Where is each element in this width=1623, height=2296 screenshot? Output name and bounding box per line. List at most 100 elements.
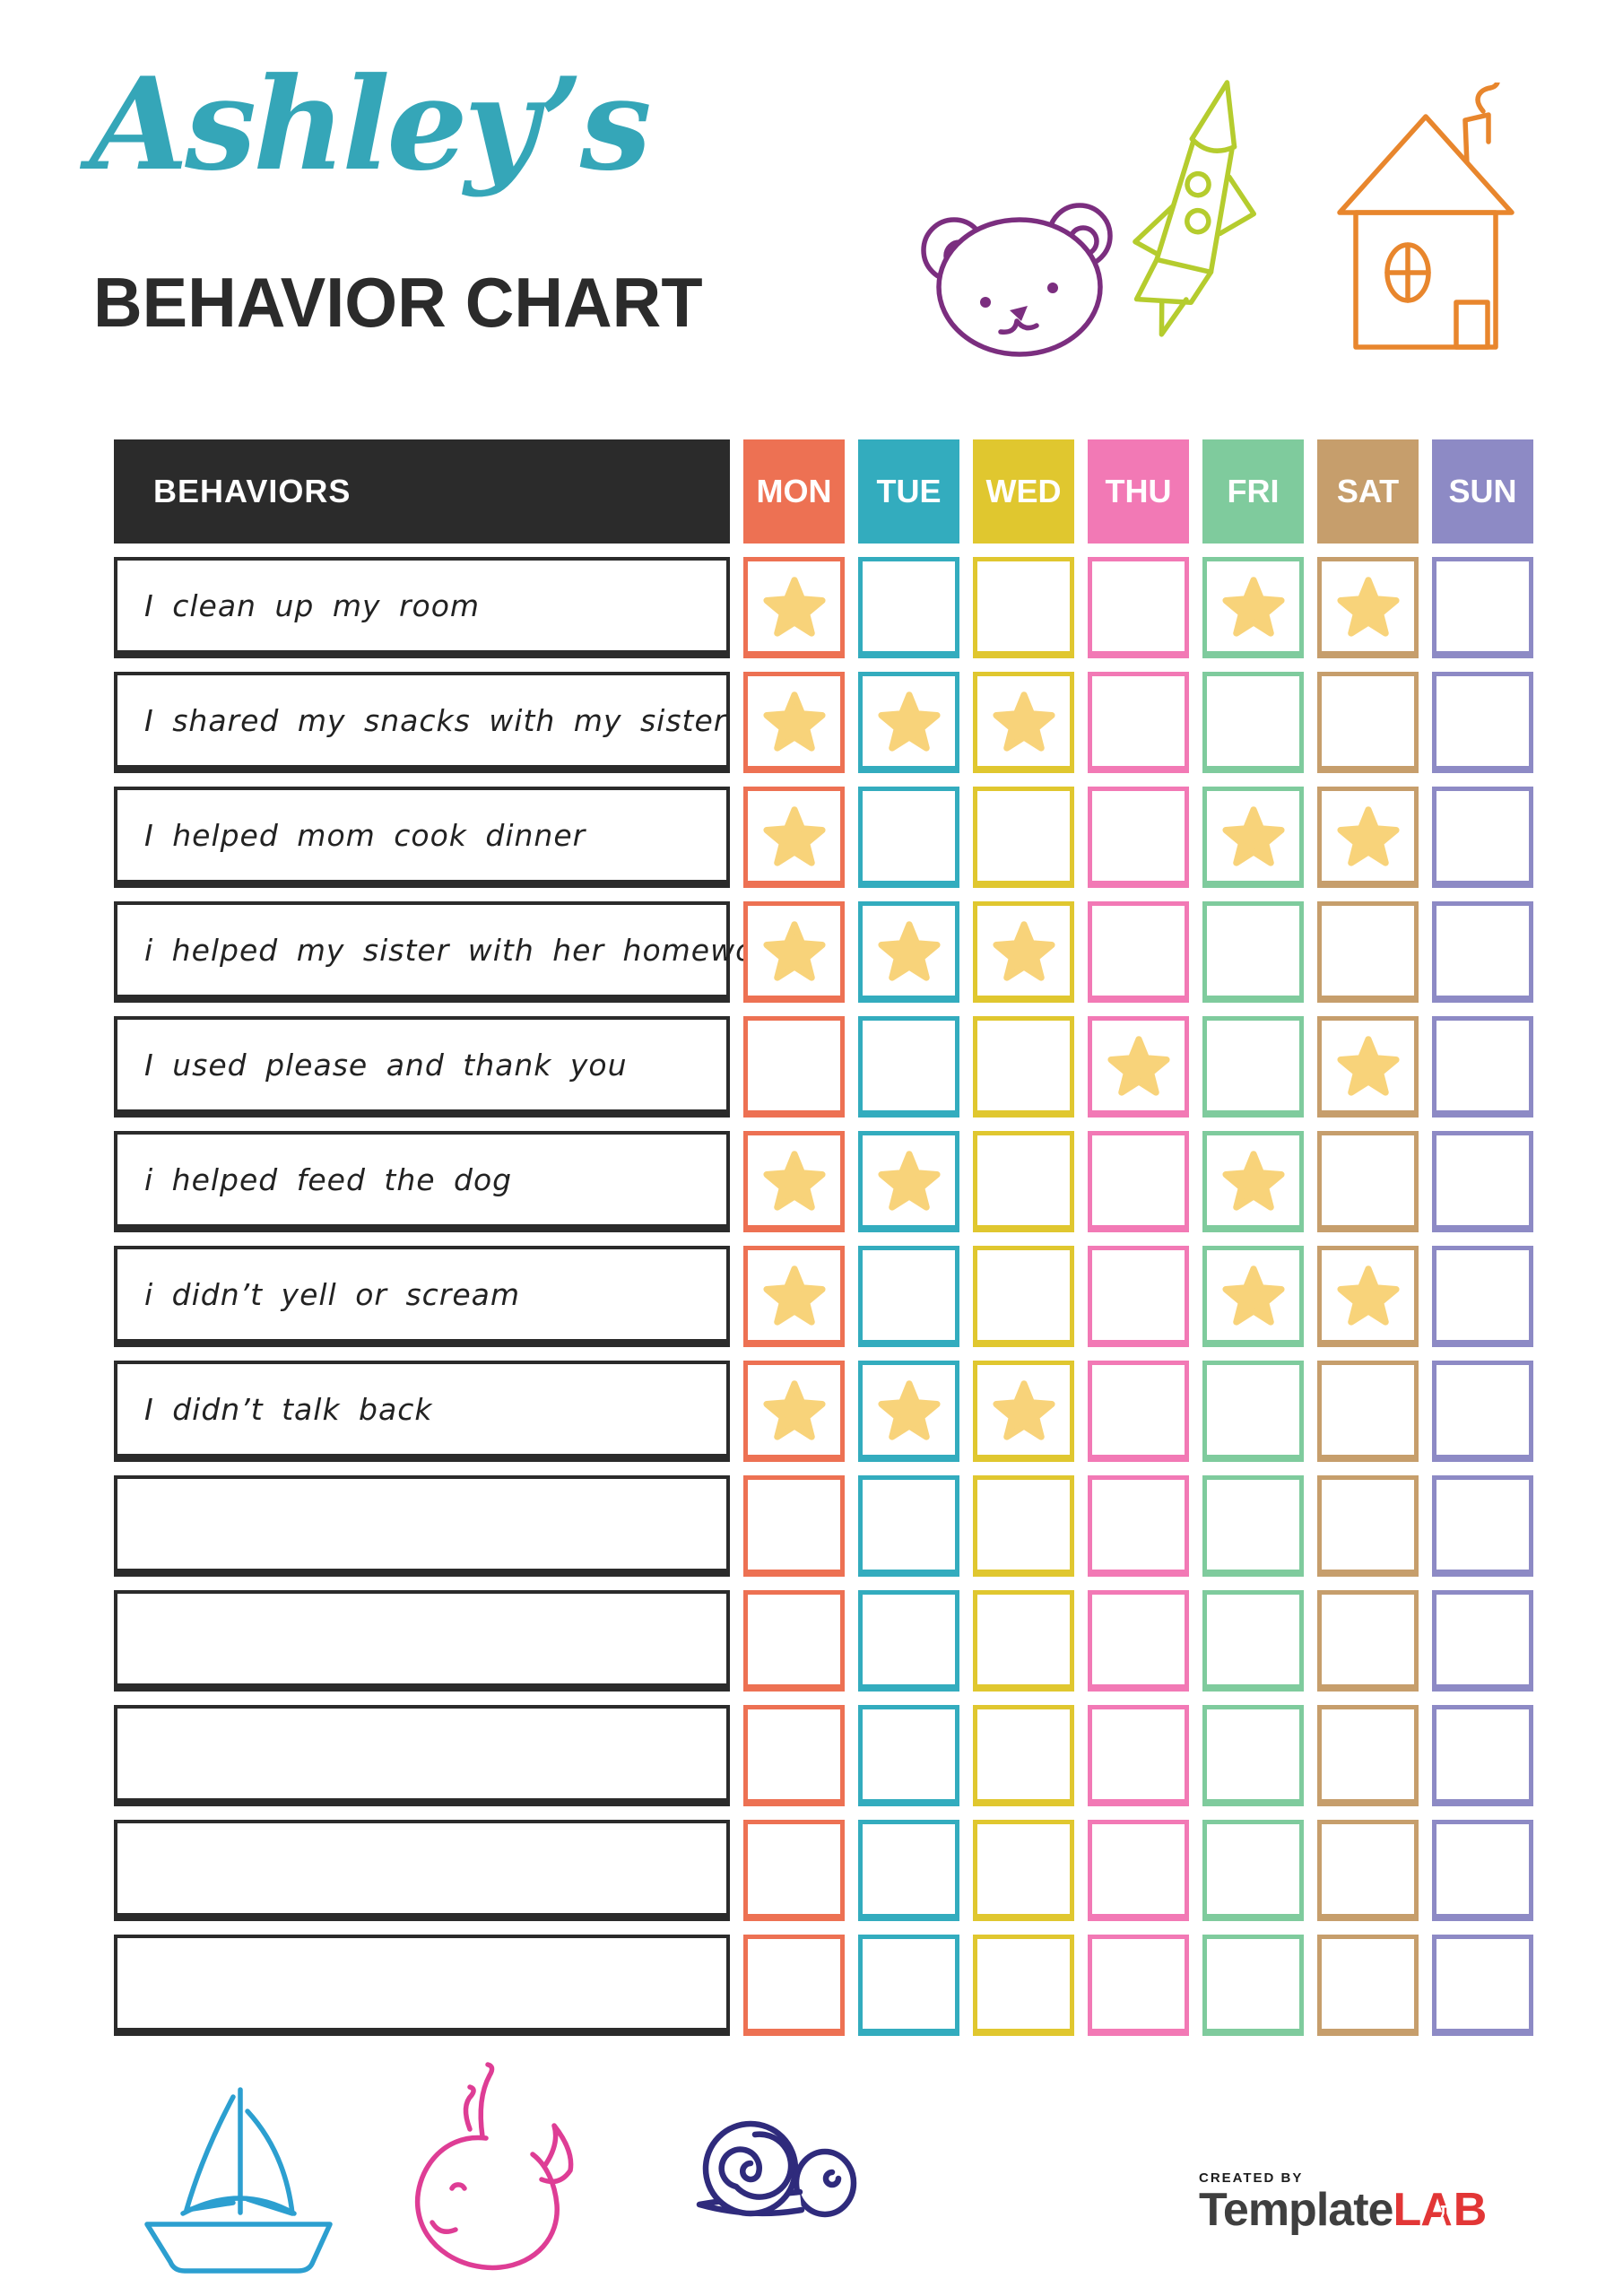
day-cell-sun-row-10[interactable] xyxy=(1432,1590,1533,1692)
day-cell-mon-row-3[interactable] xyxy=(743,787,845,888)
day-cell-thu-row-3[interactable] xyxy=(1088,787,1189,888)
day-cell-tue-row-10[interactable] xyxy=(858,1590,959,1692)
day-cell-tue-row-4[interactable] xyxy=(858,901,959,1003)
day-cell-fri-row-11[interactable] xyxy=(1202,1705,1304,1806)
day-cell-thu-row-12[interactable] xyxy=(1088,1820,1189,1921)
day-cell-thu-row-1[interactable] xyxy=(1088,557,1189,658)
star-icon xyxy=(762,1380,826,1440)
day-cell-fri-row-5[interactable] xyxy=(1202,1016,1304,1118)
day-cell-fri-row-9[interactable] xyxy=(1202,1475,1304,1577)
day-cell-wed-row-8[interactable] xyxy=(973,1361,1074,1462)
day-cell-sat-row-6[interactable] xyxy=(1317,1131,1419,1232)
day-cell-tue-row-1[interactable] xyxy=(858,557,959,658)
day-cell-wed-row-11[interactable] xyxy=(973,1705,1074,1806)
day-cell-fri-row-12[interactable] xyxy=(1202,1820,1304,1921)
day-cell-thu-row-7[interactable] xyxy=(1088,1246,1189,1347)
star-icon xyxy=(1221,806,1285,866)
day-cell-mon-row-12[interactable] xyxy=(743,1820,845,1921)
day-cell-fri-row-3[interactable] xyxy=(1202,787,1304,888)
day-cell-fri-row-7[interactable] xyxy=(1202,1246,1304,1347)
day-cell-sun-row-5[interactable] xyxy=(1432,1016,1533,1118)
day-cell-mon-row-6[interactable] xyxy=(743,1131,845,1232)
day-cell-fri-row-1[interactable] xyxy=(1202,557,1304,658)
day-cell-tue-row-6[interactable] xyxy=(858,1131,959,1232)
day-cell-wed-row-13[interactable] xyxy=(973,1935,1074,2036)
day-cell-mon-row-11[interactable] xyxy=(743,1705,845,1806)
day-cell-tue-row-5[interactable] xyxy=(858,1016,959,1118)
day-cell-sun-row-2[interactable] xyxy=(1432,672,1533,773)
day-cell-thu-row-5[interactable] xyxy=(1088,1016,1189,1118)
day-cell-sat-row-7[interactable] xyxy=(1317,1246,1419,1347)
day-cell-tue-row-2[interactable] xyxy=(858,672,959,773)
day-cell-sat-row-11[interactable] xyxy=(1317,1705,1419,1806)
behavior-label: i helped feed the dog xyxy=(144,1161,513,1197)
day-cell-mon-row-13[interactable] xyxy=(743,1935,845,2036)
day-cell-wed-row-2[interactable] xyxy=(973,672,1074,773)
day-cell-sun-row-11[interactable] xyxy=(1432,1705,1533,1806)
day-cell-sat-row-3[interactable] xyxy=(1317,787,1419,888)
day-cell-fri-row-8[interactable] xyxy=(1202,1361,1304,1462)
day-cell-sun-row-13[interactable] xyxy=(1432,1935,1533,2036)
day-cell-wed-row-4[interactable] xyxy=(973,901,1074,1003)
day-cell-tue-row-12[interactable] xyxy=(858,1820,959,1921)
day-cell-fri-row-2[interactable] xyxy=(1202,672,1304,773)
day-cell-sat-row-9[interactable] xyxy=(1317,1475,1419,1577)
day-cell-sun-row-12[interactable] xyxy=(1432,1820,1533,1921)
day-cell-wed-row-12[interactable] xyxy=(973,1820,1074,1921)
day-cell-tue-row-8[interactable] xyxy=(858,1361,959,1462)
day-cell-sat-row-12[interactable] xyxy=(1317,1820,1419,1921)
behavior-label: I helped mom cook dinner xyxy=(144,817,586,853)
day-cell-wed-row-5[interactable] xyxy=(973,1016,1074,1118)
day-cell-fri-row-13[interactable] xyxy=(1202,1935,1304,2036)
day-cell-sun-row-7[interactable] xyxy=(1432,1246,1533,1347)
day-cell-mon-row-5[interactable] xyxy=(743,1016,845,1118)
day-cell-thu-row-10[interactable] xyxy=(1088,1590,1189,1692)
day-cell-sat-row-5[interactable] xyxy=(1317,1016,1419,1118)
day-cell-sun-row-8[interactable] xyxy=(1432,1361,1533,1462)
day-cell-sun-row-6[interactable] xyxy=(1432,1131,1533,1232)
day-cell-mon-row-8[interactable] xyxy=(743,1361,845,1462)
day-cell-wed-row-3[interactable] xyxy=(973,787,1074,888)
day-cell-thu-row-2[interactable] xyxy=(1088,672,1189,773)
day-cell-wed-row-7[interactable] xyxy=(973,1246,1074,1347)
day-cell-mon-row-2[interactable] xyxy=(743,672,845,773)
day-cell-thu-row-6[interactable] xyxy=(1088,1131,1189,1232)
day-cell-thu-row-4[interactable] xyxy=(1088,901,1189,1003)
star-icon xyxy=(762,577,826,637)
day-cell-sun-row-9[interactable] xyxy=(1432,1475,1533,1577)
day-cell-tue-row-3[interactable] xyxy=(858,787,959,888)
day-cell-wed-row-10[interactable] xyxy=(973,1590,1074,1692)
day-cell-sun-row-3[interactable] xyxy=(1432,787,1533,888)
day-cell-tue-row-9[interactable] xyxy=(858,1475,959,1577)
day-cell-mon-row-10[interactable] xyxy=(743,1590,845,1692)
day-cell-sat-row-10[interactable] xyxy=(1317,1590,1419,1692)
day-cell-fri-row-10[interactable] xyxy=(1202,1590,1304,1692)
day-cell-mon-row-4[interactable] xyxy=(743,901,845,1003)
day-cell-wed-row-1[interactable] xyxy=(973,557,1074,658)
day-cell-mon-row-9[interactable] xyxy=(743,1475,845,1577)
day-cell-sat-row-2[interactable] xyxy=(1317,672,1419,773)
day-cell-wed-row-6[interactable] xyxy=(973,1131,1074,1232)
day-cell-thu-row-13[interactable] xyxy=(1088,1935,1189,2036)
day-cell-sat-row-13[interactable] xyxy=(1317,1935,1419,2036)
day-cell-mon-row-1[interactable] xyxy=(743,557,845,658)
day-cell-sat-row-1[interactable] xyxy=(1317,557,1419,658)
brand-name-template: Template xyxy=(1199,2184,1393,2236)
day-cell-fri-row-4[interactable] xyxy=(1202,901,1304,1003)
day-cell-fri-row-6[interactable] xyxy=(1202,1131,1304,1232)
day-cell-sun-row-1[interactable] xyxy=(1432,557,1533,658)
day-cell-sat-row-8[interactable] xyxy=(1317,1361,1419,1462)
day-cell-tue-row-11[interactable] xyxy=(858,1705,959,1806)
behavior-label: I shared my snacks with my sister xyxy=(144,702,727,738)
day-cell-tue-row-7[interactable] xyxy=(858,1246,959,1347)
day-cell-sun-row-4[interactable] xyxy=(1432,901,1533,1003)
day-cell-wed-row-9[interactable] xyxy=(973,1475,1074,1577)
behavior-label-box: I helped mom cook dinner xyxy=(114,787,730,888)
day-cell-mon-row-7[interactable] xyxy=(743,1246,845,1347)
day-cell-thu-row-9[interactable] xyxy=(1088,1475,1189,1577)
day-cell-thu-row-8[interactable] xyxy=(1088,1361,1189,1462)
day-cell-sat-row-4[interactable] xyxy=(1317,901,1419,1003)
star-icon xyxy=(1336,1265,1400,1326)
day-cell-tue-row-13[interactable] xyxy=(858,1935,959,2036)
day-cell-thu-row-11[interactable] xyxy=(1088,1705,1189,1806)
